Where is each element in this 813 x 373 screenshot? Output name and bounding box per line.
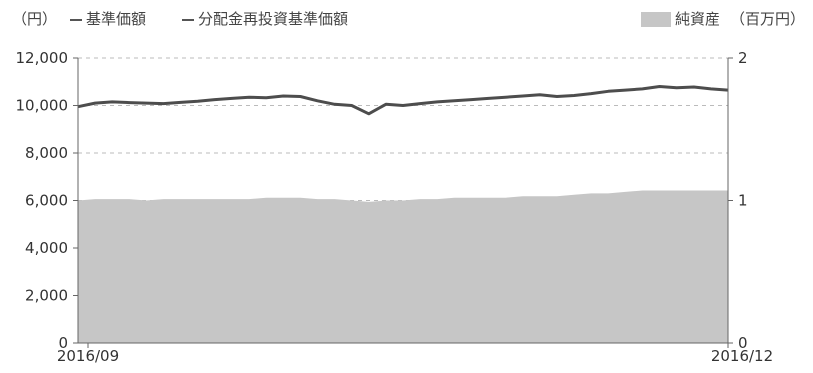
right-tick-label: 1 bbox=[738, 192, 748, 210]
x-tick-label-start: 2016/09 bbox=[57, 347, 119, 365]
right-tick-label: 0 bbox=[738, 334, 748, 352]
legend-reinvested-label: 分配金再投資基準価額 bbox=[198, 10, 349, 28]
left-tick-label: 12,000 bbox=[16, 49, 69, 67]
x-axis-ticks: 2016/09 2016/12 bbox=[57, 343, 773, 365]
left-tick-label: 10,000 bbox=[16, 97, 69, 115]
legend-reinvested-line-swatch bbox=[182, 18, 194, 21]
legend-nav: 基準価額 bbox=[70, 8, 146, 29]
legend-net-assets-swatch bbox=[640, 12, 671, 27]
legend-reinvested: 分配金再投資基準価額 bbox=[182, 8, 348, 29]
x-tick-label-end: 2016/12 bbox=[711, 347, 773, 365]
left-axis-ticks: 0 2,000 4,000 6,000 8,000 10,000 12,000 bbox=[16, 49, 78, 352]
left-axis-unit: （円） bbox=[12, 10, 58, 28]
right-axis-unit: （百万円） bbox=[729, 10, 805, 28]
legend-nav-line-swatch bbox=[70, 18, 82, 21]
legend-nav-label: 基準価額 bbox=[86, 10, 147, 28]
nav-line bbox=[77, 85, 729, 116]
left-tick-label: 0 bbox=[58, 334, 68, 352]
net-assets-area bbox=[78, 190, 728, 343]
right-tick-label: 2 bbox=[738, 49, 748, 67]
left-tick-label: 2,000 bbox=[25, 287, 68, 305]
legend-net-assets: 純資産 （百万円） bbox=[640, 8, 805, 29]
left-tick-label: 4,000 bbox=[25, 239, 68, 257]
right-axis-ticks: 0 1 2 bbox=[728, 49, 748, 352]
legend-net-assets-label: 純資産 bbox=[674, 10, 720, 28]
left-tick-label: 8,000 bbox=[25, 144, 68, 162]
left-tick-label: 6,000 bbox=[25, 192, 68, 210]
